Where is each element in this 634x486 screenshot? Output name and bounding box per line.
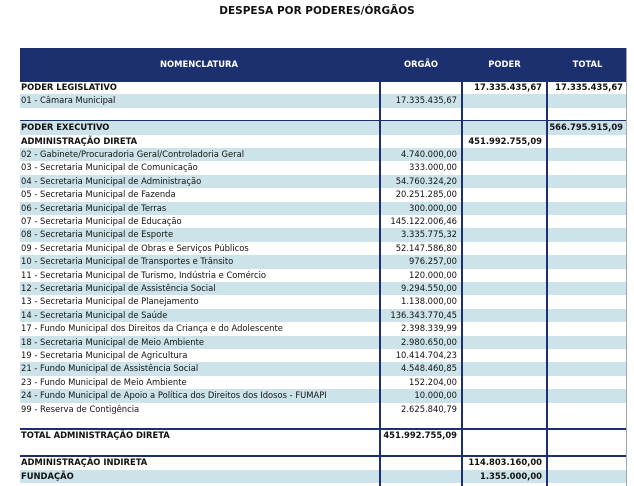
- row-label: 03 - Secretaria Municipal de Comunicação: [21, 162, 198, 173]
- amount: 17.335.435,67: [474, 82, 542, 92]
- row-label: 02 - Gabinete/Procuradoria Geral/Control…: [21, 149, 245, 159]
- amount: 145.122.006,46: [390, 216, 457, 226]
- row-band: [20, 174, 626, 189]
- amount: 1.138.000,00: [401, 296, 457, 307]
- row-band: [20, 228, 626, 242]
- row-band: [20, 148, 626, 162]
- amount: 54.760.324,20: [395, 175, 457, 186]
- amount: 4.740.000,00: [401, 149, 457, 159]
- amount: 20.251.285,00: [395, 189, 457, 200]
- amount: 333.000,00: [409, 162, 457, 173]
- section-rule: [20, 455, 626, 458]
- amount: 451.992.755,09: [383, 430, 457, 441]
- column-header: ORGÃO: [403, 59, 439, 69]
- column-header: TOTAL: [572, 59, 603, 69]
- row-band: [20, 201, 626, 215]
- amount: 136.343.770,45: [390, 309, 457, 320]
- amount: 4.548.460,85: [401, 363, 457, 374]
- row-band: [20, 282, 626, 296]
- amount: 976.257,00: [409, 256, 457, 267]
- row-label: 18 - Secretaria Municipal de Meio Ambien…: [21, 336, 205, 347]
- column-rule: [379, 81, 381, 486]
- row-band: [20, 335, 626, 349]
- amount: 152.204,00: [409, 376, 457, 387]
- row-band: [20, 469, 626, 483]
- row-label: PODER EXECUTIVO: [21, 122, 110, 133]
- amount: 300.000,00: [409, 202, 457, 213]
- row-label: 01 - Câmara Municipal: [21, 95, 116, 106]
- row-label: ADMINISTRAÇÃO INDIRETA: [21, 457, 148, 468]
- row-band: [20, 308, 626, 323]
- row-label: 07 - Secretaria Municipal de Educação: [21, 216, 182, 226]
- row-label: 23 - Fundo Municipal de Meio Ambiente: [21, 376, 187, 387]
- row-label: ADMINISTRAÇÃO DIRETA: [21, 135, 138, 146]
- amount: 10.000,00: [414, 390, 457, 401]
- row-label: PODER LEGISLATIVO: [21, 82, 117, 92]
- column-header: NOMENCLATURA: [160, 59, 238, 69]
- row-label: 11 - Secretaria Municipal de Turismo, In…: [21, 269, 267, 280]
- amount: 2.625.840,79: [401, 403, 457, 414]
- section-rule: [20, 428, 626, 431]
- row-label: 21 - Fundo Municipal de Assistência Soci…: [21, 363, 199, 374]
- amount: 10.414.704,23: [395, 350, 457, 360]
- title: DESPESA POR PODERES/ÓRGÃOS: [219, 5, 415, 17]
- amount: 17.335.435,67: [395, 95, 457, 106]
- row-label: 19 - Secretaria Municipal de Agricultura: [21, 350, 188, 360]
- amount: 566.795.915,09: [549, 122, 623, 133]
- edge: [626, 48, 627, 486]
- row-label: 24 - Fundo Municipal de Apoio a Política…: [21, 390, 327, 401]
- section-rule: [20, 80, 626, 82]
- row-label: 12 - Secretaria Municipal de Assistência…: [21, 283, 216, 293]
- row-band: [20, 255, 626, 269]
- row-label: 14 - Secretaria Municipal de Saúde: [21, 309, 168, 320]
- row-band: [20, 362, 626, 376]
- row-label: 09 - Secretaria Municipal de Obras e Ser…: [21, 242, 249, 253]
- row-label: 08 - Secretaria Municipal de Esporte: [21, 229, 174, 240]
- row-band: [20, 389, 626, 403]
- row-band: [20, 121, 626, 135]
- amount: 9.294.550,00: [401, 283, 457, 293]
- column-rule: [461, 81, 463, 486]
- row-label: 10 - Secretaria Municipal de Transportes…: [21, 256, 234, 267]
- row-label: 05 - Secretaria Municipal de Fazenda: [21, 189, 176, 200]
- row-label: FUNDAÇÃO: [21, 470, 74, 481]
- amount: 52.147.586,80: [395, 242, 457, 253]
- amount: 1.355.000,00: [480, 470, 542, 481]
- amount: 17.335.435,67: [555, 82, 623, 92]
- row-label: TOTAL ADMINISTRAÇÃO DIRETA: [21, 430, 170, 441]
- amount: 451.992.755,09: [468, 135, 542, 146]
- row-label: 13 - Secretaria Municipal de Planejament…: [21, 296, 199, 307]
- row-label: 17 - Fundo Municipal dos Direitos da Cri…: [21, 323, 283, 334]
- row-label: 06 - Secretaria Municipal de Terras: [21, 202, 167, 213]
- amount: 2.980.650,00: [401, 336, 457, 347]
- header-bar: [20, 48, 626, 80]
- amount: 120.000,00: [409, 269, 457, 280]
- column-header: PODER: [488, 59, 521, 69]
- row-label: 99 - Reserva de Contigência: [21, 403, 140, 414]
- amount: 2.398.339,99: [401, 323, 457, 334]
- row-label: 04 - Secretaria Municipal de Administraç…: [21, 175, 202, 186]
- amount: 114.803.160,00: [468, 457, 542, 468]
- column-rule: [546, 81, 548, 486]
- row-band: [20, 94, 626, 108]
- amount: 3.335.775,32: [401, 229, 457, 240]
